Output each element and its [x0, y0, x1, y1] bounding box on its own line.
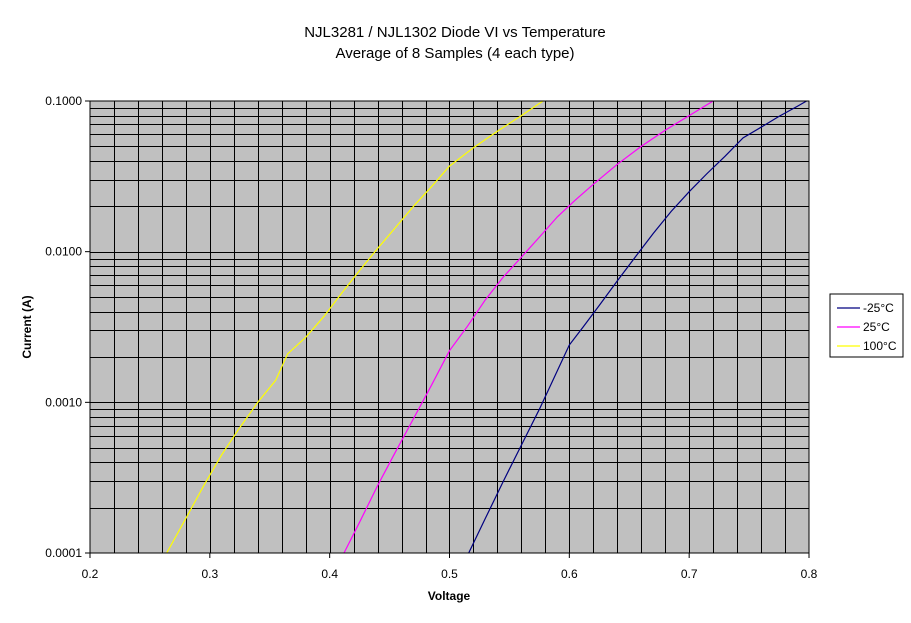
series-line: [468, 100, 807, 554]
y-tick-label: 0.0001: [45, 546, 82, 560]
y-tick-label: 0.0100: [45, 245, 82, 259]
legend-label: 25°C: [863, 320, 890, 334]
x-tick-label: 0.2: [82, 567, 99, 581]
x-tick-label: 0.5: [441, 567, 458, 581]
legend: -25°C 25°C 100°C: [829, 293, 904, 358]
series-line: [343, 100, 714, 554]
y-axis-ticks: 0.0001 0.0010 0.0100 0.1000: [45, 94, 90, 560]
x-tick-label: 0.7: [681, 567, 698, 581]
x-tick-label: 0.6: [561, 567, 578, 581]
grid: [90, 101, 809, 553]
legend-label: 100°C: [863, 339, 897, 353]
y-tick-label: 0.0010: [45, 395, 82, 409]
series-line: [166, 100, 544, 554]
x-axis-ticks: 0.2 0.3 0.4 0.5 0.6 0.7 0.8: [82, 553, 818, 581]
x-tick-label: 0.8: [801, 567, 818, 581]
legend-label: -25°C: [863, 301, 894, 315]
chart-subtitle: Average of 8 Samples (4 each type): [335, 45, 574, 62]
series-layer: [166, 100, 807, 554]
x-tick-label: 0.3: [201, 567, 218, 581]
x-axis-label: Voltage: [428, 589, 471, 603]
y-axis-label: Current (A): [20, 295, 34, 358]
x-tick-label: 0.4: [321, 567, 338, 581]
chart-title: NJL3281 / NJL1302 Diode VI vs Temperatur…: [304, 24, 606, 41]
y-tick-label: 0.1000: [45, 94, 82, 108]
